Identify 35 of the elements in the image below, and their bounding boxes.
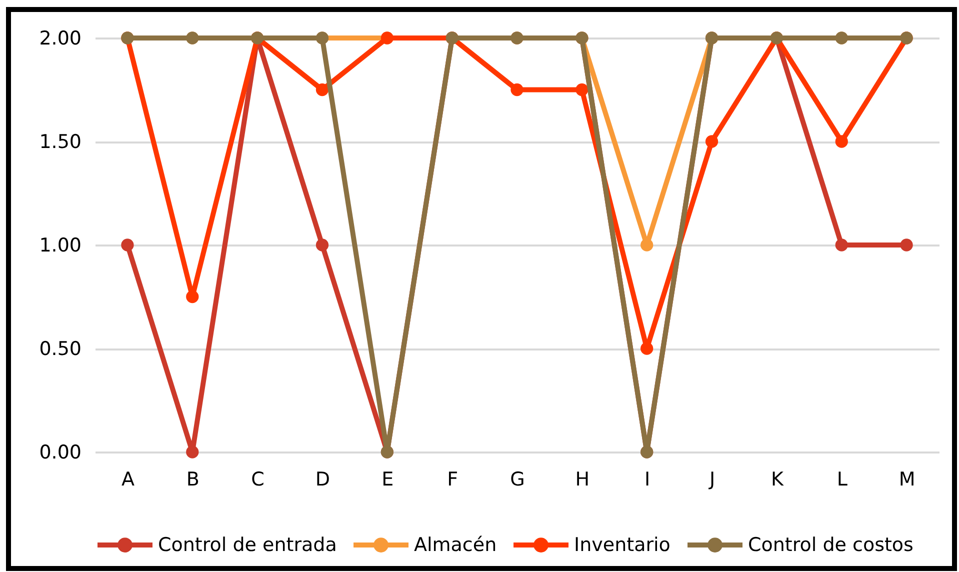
- point: [640, 238, 654, 252]
- legend-label: Almacén: [414, 534, 497, 556]
- x-tick-label: B: [186, 468, 200, 490]
- y-tick-label: 0.00: [39, 442, 82, 464]
- x-tick-label: L: [836, 468, 848, 490]
- y-tick-label: 1.00: [39, 234, 82, 256]
- point: [186, 446, 199, 458]
- y-tick-label: 0.50: [39, 338, 82, 360]
- x-tick-label: F: [447, 468, 458, 490]
- y-tick-label: 1.50: [39, 131, 82, 153]
- point: [835, 135, 848, 148]
- legend-label: Control de entrada: [158, 534, 337, 556]
- point: [316, 238, 329, 252]
- x-tick-label: G: [510, 468, 525, 490]
- x-tick-label: H: [575, 468, 590, 490]
- point: [835, 238, 848, 252]
- x-tick-label: J: [708, 468, 716, 490]
- point: [900, 238, 913, 252]
- legend-label: Inventario: [574, 534, 670, 556]
- point: [121, 238, 134, 252]
- x-tick-label: D: [315, 468, 330, 490]
- x-tick-label: K: [770, 468, 784, 490]
- point: [186, 290, 199, 304]
- point: [576, 83, 588, 96]
- x-tick-label: C: [251, 468, 264, 490]
- y-tick-label: 2.00: [39, 28, 82, 50]
- legend-label: Control de costos: [748, 534, 914, 556]
- x-tick-label: I: [644, 468, 650, 490]
- point: [510, 83, 524, 96]
- point: [316, 83, 329, 96]
- x-tick-label: A: [121, 468, 134, 490]
- point: [705, 135, 718, 148]
- point: [640, 342, 654, 355]
- x-tick-label: M: [898, 468, 916, 490]
- x-tick-label: E: [382, 468, 394, 490]
